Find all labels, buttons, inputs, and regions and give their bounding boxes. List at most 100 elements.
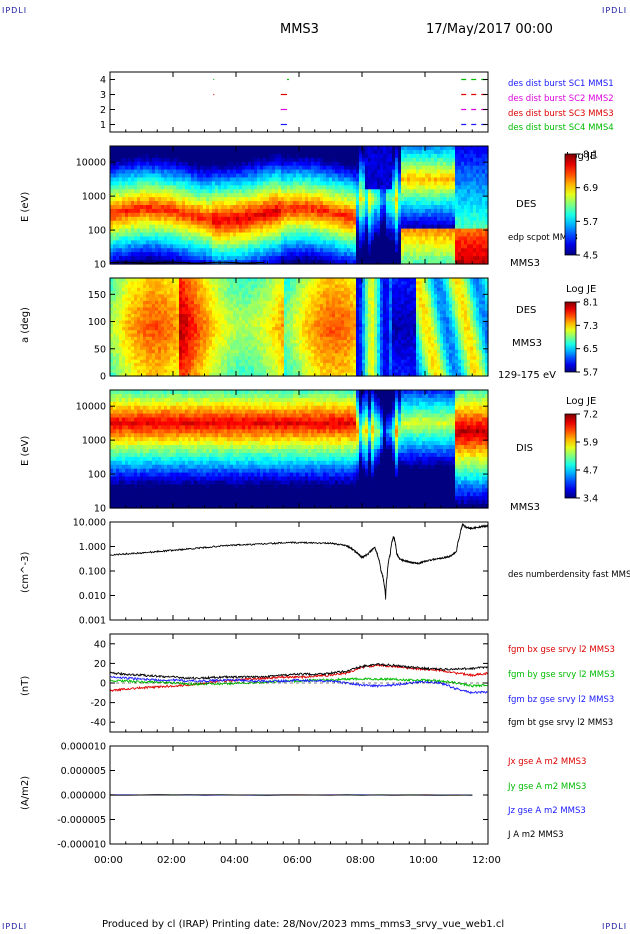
des_energy-cell (248, 157, 252, 163)
des_energy-cell (284, 216, 288, 222)
des_energy-cell (242, 224, 246, 230)
des_energy-cell (416, 181, 420, 186)
des_energy-cell (443, 185, 447, 190)
des_energy-cell (263, 157, 267, 163)
des_energy-cell (320, 149, 324, 155)
des_energy-cell (134, 248, 138, 253)
des_pitch-cell (143, 340, 147, 344)
des_energy-cell (353, 157, 357, 163)
des_energy-cell (218, 165, 222, 171)
des_energy-cell (236, 181, 240, 186)
des_energy-cell (311, 173, 315, 179)
des_energy-cell (299, 185, 303, 190)
des_energy-cell (116, 252, 120, 257)
des_energy-cell (122, 224, 126, 230)
des_energy-cell (314, 236, 318, 241)
des_pitch-cell (140, 317, 144, 322)
des_energy-cell (170, 169, 174, 175)
des_energy-cell (434, 193, 438, 198)
des_energy-cell (287, 157, 291, 163)
des_energy-cell (356, 146, 360, 151)
des_energy-cell (425, 161, 429, 167)
des_energy-cell (314, 177, 318, 182)
des_energy-cell (188, 212, 192, 218)
des_energy-cell (239, 205, 243, 210)
des_energy-cell (170, 252, 174, 257)
des_energy-cell (146, 212, 150, 218)
des_energy-cell (128, 193, 132, 198)
des_energy-cell (149, 197, 153, 202)
des_energy-cell (437, 201, 441, 206)
des_energy-cell (134, 216, 138, 222)
des_energy-cell (152, 212, 156, 218)
des_energy-cell (395, 185, 399, 190)
des_energy-cell (146, 185, 150, 190)
des_energy-cell (302, 228, 306, 234)
des_energy-cell (290, 228, 294, 234)
des_energy-cell (407, 185, 411, 190)
des_energy-cell (425, 212, 429, 218)
des_energy-cell (173, 173, 177, 179)
des_pitch-cell (152, 369, 156, 374)
des_pitch-cell (119, 307, 123, 312)
des_energy-cell (260, 177, 264, 182)
des_pitch-cell (119, 369, 123, 374)
des_energy-cell (110, 220, 114, 226)
des_pitch-cell (158, 359, 162, 364)
des_energy-cell (215, 185, 219, 190)
des_energy-cell (134, 181, 138, 186)
des_energy-cell (362, 169, 366, 175)
des_energy-cell (353, 149, 357, 155)
des_pitch-cell (131, 304, 135, 308)
des_energy-cell (221, 220, 225, 226)
des_energy-cell (407, 205, 411, 210)
des_energy-cell (206, 240, 210, 245)
des_energy-cell (212, 193, 216, 198)
des_energy-cell (308, 146, 312, 151)
des_pitch-cell (137, 327, 141, 331)
des_energy-cell (371, 157, 375, 163)
des_energy-cell (323, 252, 327, 257)
des_energy-cell (194, 216, 198, 222)
des_energy-cell (224, 189, 228, 194)
des_energy-cell (314, 244, 318, 249)
des_energy-cell (308, 169, 312, 175)
des_energy-cell (116, 240, 120, 245)
des_energy-cell (290, 149, 294, 155)
des_pitch-cell (161, 356, 165, 361)
des_energy-cell (143, 161, 147, 167)
des_energy-cell (350, 220, 354, 226)
des_pitch-cell (170, 353, 174, 357)
current-legend-jy: Jy gse A m2 MMS3 (508, 782, 587, 792)
des_energy-cell (161, 149, 165, 155)
des_energy-cell (116, 146, 120, 151)
des_energy-cell (350, 169, 354, 175)
des_energy-cell (485, 189, 489, 194)
des_energy-cell (407, 153, 411, 159)
des_energy-cell (371, 197, 375, 202)
des_energy-cell (389, 149, 393, 155)
des_pitch-cell (122, 320, 126, 325)
des_energy-cell (395, 256, 399, 261)
des_energy-cell (191, 256, 195, 261)
des_energy-cell (119, 165, 123, 171)
des_pitch-cell (161, 346, 165, 351)
des_energy-cell (275, 181, 279, 186)
des_pitch-cell (137, 346, 141, 351)
des_pitch-cell (161, 287, 165, 292)
des_energy-cell (155, 149, 159, 155)
des_energy-cell (164, 181, 168, 186)
des_energy-cell (185, 224, 189, 230)
des_pitch-cell (155, 297, 159, 302)
des_energy-cell (401, 173, 405, 179)
des_energy-cell (146, 232, 150, 238)
des_pitch-cell (128, 362, 132, 367)
des_pitch-cell (110, 369, 114, 374)
des_energy-cell (467, 149, 471, 155)
des_energy-cell (449, 224, 453, 230)
des_energy-cell (191, 197, 195, 202)
des_energy-cell (176, 157, 180, 163)
des_energy-cell (116, 212, 120, 218)
des_energy-cell (461, 197, 465, 202)
des_energy-cell (452, 220, 456, 226)
